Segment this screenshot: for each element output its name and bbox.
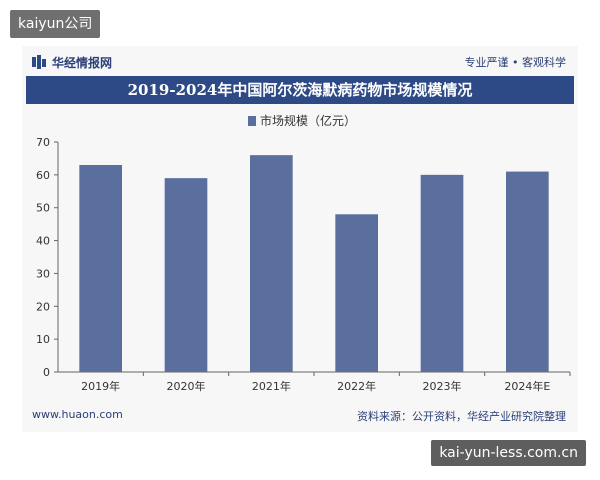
y-tick-label: 30 xyxy=(36,267,50,280)
tagline: 专业严谨 • 客观科学 xyxy=(464,56,566,69)
legend-swatch xyxy=(248,116,256,126)
x-tick-label: 2019年 xyxy=(81,379,120,393)
y-tick-label: 10 xyxy=(36,333,50,346)
footer-website: www.huaon.com xyxy=(32,408,123,421)
y-tick-label: 50 xyxy=(36,202,50,215)
x-tick-label: 2023年 xyxy=(423,379,462,393)
x-tick-label: 2022年 xyxy=(337,379,376,393)
legend-label: 市场规模（亿元） xyxy=(260,113,356,128)
y-tick-label: 70 xyxy=(36,136,50,149)
bar xyxy=(420,174,464,372)
chart-card: 华经情报网 专业严谨 • 客观科学 2019-2024年中国阿尔茨海默病药物市场… xyxy=(22,46,578,432)
bar xyxy=(164,178,208,372)
x-tick-label: 2021年 xyxy=(252,379,291,393)
y-tick-label: 60 xyxy=(36,169,50,182)
y-tick-label: 40 xyxy=(36,235,50,248)
x-tick-label: 2020年 xyxy=(167,379,206,393)
footer-source: 资料来源：公开资料，华经产业研究院整理 xyxy=(357,410,566,423)
bar xyxy=(506,171,549,372)
y-tick-label: 20 xyxy=(36,300,50,313)
x-tick-label: 2024年E xyxy=(504,379,550,393)
bar xyxy=(250,155,293,372)
bottom-right-label: kai-yun-less.com.cn xyxy=(431,440,586,466)
top-left-label: kaiyun公司 xyxy=(10,10,101,38)
title-bar: 2019-2024年中国阿尔茨海默病药物市场规模情况 xyxy=(26,76,574,104)
chart-title: 2019-2024年中国阿尔茨海默病药物市场规模情况 xyxy=(127,81,473,99)
brand: 华经情报网 xyxy=(32,52,112,72)
brand-name: 华经情报网 xyxy=(52,55,113,70)
bar-chart: 市场规模（亿元） 0 10 20 30 40 50 60 70 2019年 2020年 2021年 20… xyxy=(36,113,571,393)
brand-logo-icon xyxy=(32,55,46,69)
bar xyxy=(79,165,122,372)
y-tick-label: 0 xyxy=(43,366,50,379)
bar xyxy=(335,214,378,372)
